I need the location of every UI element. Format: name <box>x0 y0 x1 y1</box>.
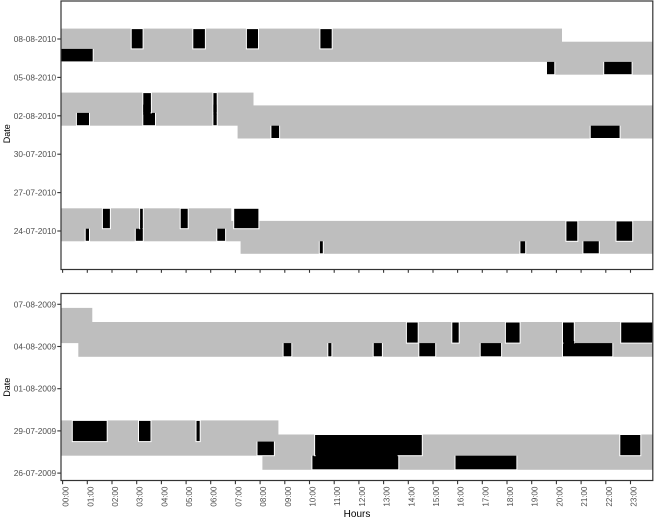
svg-text:01-08-2009: 01-08-2009 <box>14 384 57 394</box>
svg-text:17:00: 17:00 <box>481 486 490 507</box>
svg-text:10:00: 10:00 <box>309 486 318 507</box>
svg-text:03:00: 03:00 <box>136 486 145 507</box>
svg-text:Date: Date <box>2 378 12 397</box>
svg-text:08:00: 08:00 <box>259 486 268 507</box>
svg-text:21:00: 21:00 <box>580 486 589 507</box>
svg-text:26-07-2009: 26-07-2009 <box>14 468 57 478</box>
svg-text:07:00: 07:00 <box>234 486 243 507</box>
svg-text:08-08-2010: 08-08-2010 <box>14 34 57 44</box>
svg-text:12:00: 12:00 <box>358 486 367 507</box>
svg-text:04-08-2009: 04-08-2009 <box>14 342 57 352</box>
svg-text:04:00: 04:00 <box>160 486 169 507</box>
svg-text:06:00: 06:00 <box>210 486 219 507</box>
svg-text:13:00: 13:00 <box>383 486 392 507</box>
svg-text:15:00: 15:00 <box>432 486 441 507</box>
svg-text:05-08-2010: 05-08-2010 <box>14 72 57 82</box>
svg-text:19:00: 19:00 <box>531 486 540 507</box>
svg-text:11:00: 11:00 <box>333 486 342 506</box>
svg-text:14:00: 14:00 <box>407 486 416 507</box>
svg-text:16:00: 16:00 <box>457 486 466 507</box>
svg-text:02:00: 02:00 <box>111 486 120 507</box>
svg-text:02-08-2010: 02-08-2010 <box>14 111 57 121</box>
svg-text:29-07-2009: 29-07-2009 <box>14 426 57 436</box>
svg-text:09:00: 09:00 <box>284 486 293 507</box>
svg-text:18:00: 18:00 <box>506 486 515 507</box>
svg-text:01:00: 01:00 <box>86 486 95 507</box>
svg-text:Hours: Hours <box>344 509 371 518</box>
svg-text:30-07-2010: 30-07-2010 <box>14 149 57 159</box>
svg-text:20:00: 20:00 <box>555 486 564 507</box>
svg-text:23:00: 23:00 <box>630 486 639 507</box>
svg-text:00:00: 00:00 <box>62 486 71 507</box>
svg-text:07-08-2009: 07-08-2009 <box>14 299 57 309</box>
svg-text:Date: Date <box>2 124 12 143</box>
svg-text:24-07-2010: 24-07-2010 <box>14 226 57 236</box>
svg-text:22:00: 22:00 <box>605 486 614 507</box>
svg-text:27-07-2010: 27-07-2010 <box>14 188 57 198</box>
svg-text:05:00: 05:00 <box>185 486 194 507</box>
